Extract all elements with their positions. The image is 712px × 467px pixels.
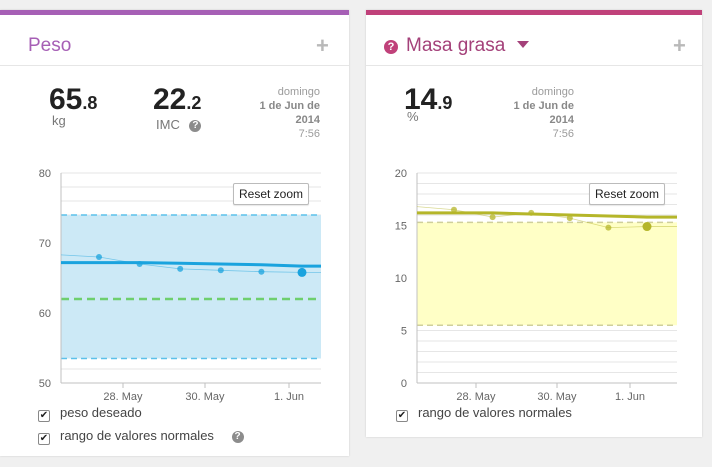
weight-value: 65.8 <box>49 80 97 123</box>
range-help-icon[interactable]: ? <box>231 430 244 443</box>
fat-help-icon[interactable]: ? <box>384 40 398 54</box>
chart-data-point <box>136 261 143 267</box>
bmi-label-row: IMC ? <box>156 117 202 132</box>
weight-range-label: rango de valores normales <box>60 428 214 443</box>
fat-value-frac: .9 <box>437 93 453 113</box>
chart-x-tick-label: 28. May <box>103 391 143 403</box>
chart-data-point <box>566 215 573 222</box>
weight-target-checkbox[interactable]: ✔ <box>38 410 50 422</box>
chart-y-tick-label: 70 <box>39 238 51 250</box>
weight-legend-range[interactable]: ✔ rango de valores normales ? <box>38 428 244 445</box>
weight-card: Peso + 65.8 kg 22.2 IMC ? domingo 1 de J… <box>0 10 349 456</box>
chart-data-point <box>605 224 612 231</box>
fat-reset-zoom-button[interactable]: Reset zoom <box>589 183 666 205</box>
chart-y-tick-label: 5 <box>401 326 407 338</box>
chart-data-point <box>451 206 457 213</box>
chart-trend-line <box>61 261 321 268</box>
chart-data-point <box>297 267 307 277</box>
weight-date-time: 7:56 <box>298 128 320 140</box>
fat-value: 14.9 <box>404 80 452 123</box>
weight-date-day: domingo <box>277 86 320 98</box>
fat-legend-range[interactable]: ✔ rango de valores normales <box>396 405 572 422</box>
weight-range-checkbox[interactable]: ✔ <box>38 433 50 445</box>
chart-data-point <box>217 267 224 274</box>
fat-card-title-row[interactable]: ? Masa grasa <box>384 34 529 58</box>
fat-range-checkbox[interactable]: ✔ <box>396 410 408 422</box>
bmi-value-int: 22 <box>153 83 187 116</box>
fat-value-int: 14 <box>404 83 438 116</box>
chart-x-tick-label: 28. May <box>456 391 496 403</box>
chart-y-tick-label: 50 <box>39 378 51 390</box>
weight-target-label: peso deseado <box>60 405 142 420</box>
chart-normal-range-band <box>417 222 677 326</box>
weight-card-divider <box>0 65 349 66</box>
chart-data-point <box>177 265 184 272</box>
chart-y-tick-label: 60 <box>39 308 51 320</box>
weight-legend-target[interactable]: ✔ peso deseado <box>38 405 142 422</box>
weight-unit: kg <box>52 113 66 128</box>
fat-range-label: rango de valores normales <box>418 405 572 420</box>
chart-data-point <box>258 268 265 275</box>
weight-reset-zoom-button[interactable]: Reset zoom <box>233 183 310 205</box>
bmi-value: 22.2 <box>153 80 201 123</box>
chart-trend-line <box>417 211 677 219</box>
fat-add-button[interactable]: + <box>673 33 686 58</box>
fat-date-day: domingo <box>531 86 574 98</box>
chart-y-tick-label: 0 <box>401 378 407 390</box>
fat-card: ? Masa grasa + 14.9 % domingo 1 de Jun de… <box>366 10 702 437</box>
chart-y-tick-label: 15 <box>395 221 407 233</box>
chart-x-tick-label: 1. Jun <box>615 391 645 403</box>
weight-date-year: 2014 <box>295 114 320 126</box>
weight-card-title: Peso <box>28 35 72 56</box>
weight-value-frac: .8 <box>82 93 98 113</box>
bmi-help-icon[interactable]: ? <box>189 119 202 132</box>
chart-normal-range-band <box>61 215 321 359</box>
chart-data-point <box>96 254 102 260</box>
chart-y-tick-label: 10 <box>395 273 407 285</box>
chart-series-line <box>60 254 321 273</box>
chart-y-tick-label: 20 <box>395 168 407 180</box>
chart-data-point <box>642 222 652 232</box>
bmi-label: IMC <box>156 117 180 132</box>
chart-x-tick-label: 1. Jun <box>274 391 304 403</box>
fat-unit: % <box>407 109 419 124</box>
weight-add-button[interactable]: + <box>316 33 329 58</box>
chart-x-tick-label: 30. May <box>185 391 225 403</box>
fat-date-date: 1 de Jun de <box>513 100 574 112</box>
fat-card-title: Masa grasa <box>406 35 506 56</box>
fat-date: domingo 1 de Jun de 2014 7:56 <box>494 85 574 141</box>
fat-card-divider <box>366 65 702 66</box>
fat-date-time: 7:56 <box>552 128 574 140</box>
weight-value-int: 65 <box>49 83 83 116</box>
chart-x-tick-label: 30. May <box>537 391 577 403</box>
chevron-down-icon[interactable] <box>516 41 529 48</box>
chart-y-tick-label: 80 <box>39 168 51 180</box>
weight-date: domingo 1 de Jun de 2014 7:56 <box>240 85 320 141</box>
chart-data-point <box>489 214 496 221</box>
weight-date-date: 1 de Jun de <box>259 100 320 112</box>
fat-card-accent-bar <box>366 10 702 15</box>
weight-card-accent-bar <box>0 10 349 15</box>
fat-date-year: 2014 <box>549 114 574 126</box>
bmi-value-frac: .2 <box>186 93 202 113</box>
chart-data-point <box>528 209 535 216</box>
weight-chart[interactable]: 50 60 70 80 28. May 30. May 1. Jun <box>0 158 349 408</box>
